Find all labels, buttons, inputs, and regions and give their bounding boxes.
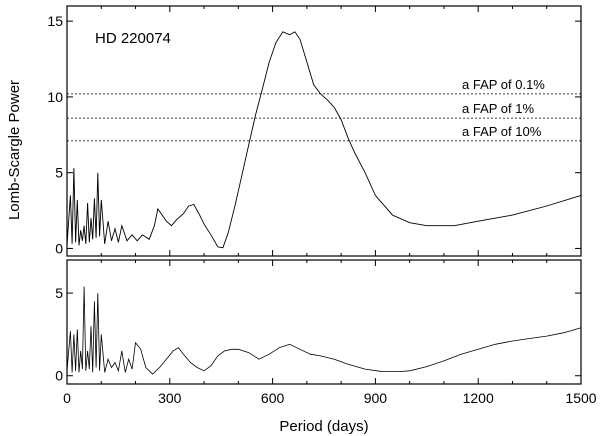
fap-label: a FAP of 10% [462, 124, 542, 139]
y-tick-label: 0 [55, 240, 63, 256]
bottom-panel: 05 0 300 600 900 1200 1500 [55, 259, 597, 406]
fap-lines: a FAP of 0.1% a FAP of 1% a FAP of 10% [67, 77, 581, 142]
top-panel-frame [66, 5, 582, 257]
x-tick-label: 1500 [565, 390, 596, 406]
star-name-label: HD 220074 [95, 30, 171, 47]
x-tick-label: 1200 [463, 390, 494, 406]
bottom-periodogram-line [66, 286, 582, 375]
x-axis-label: Period (days) [279, 418, 368, 435]
y-tick-label: 5 [55, 285, 63, 301]
y-tick-label: 0 [55, 368, 63, 384]
top-periodogram-line [66, 31, 582, 249]
x-tick-label: 900 [364, 390, 388, 406]
fap-label: a FAP of 1% [462, 101, 534, 116]
top-x-axis-ticks [66, 6, 582, 256]
x-tick-label: 0 [63, 390, 71, 406]
y-tick-label: 10 [47, 89, 63, 105]
y-tick-label: 5 [55, 165, 63, 181]
bottom-y-axis-ticks: 05 [55, 285, 581, 384]
x-tick-label: 600 [261, 390, 285, 406]
x-tick-label: 300 [158, 390, 182, 406]
y-tick-label: 15 [47, 13, 63, 29]
bottom-x-axis-ticks: 0 300 600 900 1200 1500 [63, 260, 597, 406]
bottom-panel-frame [66, 259, 582, 385]
top-panel: a FAP of 0.1% a FAP of 1% a FAP of 10% 0 5 1… [47, 5, 582, 257]
y-axis-label: Lomb-Scargle Power [6, 80, 23, 220]
fap-label: a FAP of 0.1% [462, 77, 545, 92]
top-y-axis-ticks: 0 5 10 15 [47, 13, 581, 256]
